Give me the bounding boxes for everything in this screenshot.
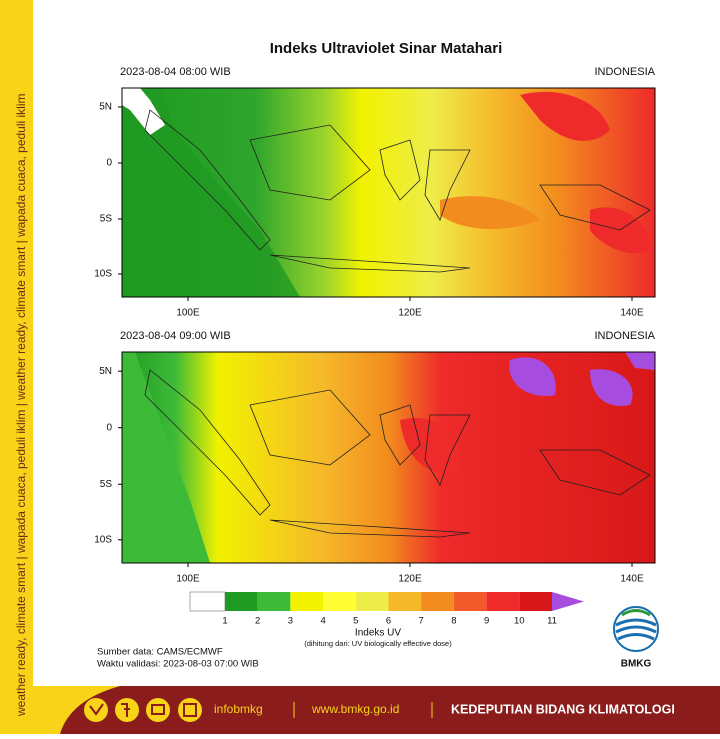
- map-field: [122, 352, 655, 563]
- sidebar-text: weather ready, climate smart | wapada cu…: [14, 93, 28, 717]
- website[interactable]: www.bmkg.go.id: [311, 702, 399, 716]
- colorbar-segment: [388, 592, 422, 611]
- colorbar-segment: [486, 592, 520, 611]
- map-time: 2023-08-04 08:00 WIB: [120, 66, 231, 78]
- colorbar-segment: [421, 592, 454, 611]
- logo-leaf: [621, 609, 651, 617]
- source: Sumber data: CAMS/ECMWF: [97, 647, 223, 658]
- colorbar-tick-label: 10: [514, 616, 525, 627]
- coastline: [144, 369, 651, 538]
- logo-text: BMKG: [621, 659, 652, 670]
- title: Indeks Ultraviolet Sinar Matahari: [270, 40, 503, 57]
- map-region: INDONESIA: [594, 66, 655, 78]
- twitter-icon[interactable]: [84, 698, 108, 722]
- lon-tick-label: 140E: [620, 308, 644, 319]
- lat-tick-label: 10S: [94, 269, 112, 280]
- field-blob: [440, 196, 540, 230]
- colorbar-segment: [189, 591, 226, 612]
- lat-tick-label: 5S: [100, 214, 113, 225]
- colorbar-segment: [453, 592, 487, 611]
- logo-emblem: [613, 606, 659, 652]
- logo-waves: [615, 618, 657, 641]
- colorbar-segment: [323, 592, 356, 611]
- colorbar-tick-label: 4: [320, 616, 325, 627]
- colorbar: 1 2 3 4 5 6 7 8 9 10 11: [189, 591, 584, 627]
- lat-tick-label: 5N: [99, 102, 112, 113]
- colorbar-tick-label: 5: [353, 616, 358, 627]
- coastline: [144, 109, 651, 273]
- department: KEDEPUTIAN BIDANG KLIMATOLOGI: [451, 702, 675, 716]
- map-time: 2023-08-04 09:00 WIB: [120, 330, 231, 342]
- lat-tick-label: 0: [106, 158, 112, 169]
- colorbar-segment: [225, 592, 258, 611]
- lon-tick-label: 120E: [398, 574, 422, 585]
- icon-glyphs: [89, 703, 197, 717]
- colorbar-segment: [355, 592, 389, 611]
- field-blob: [520, 91, 610, 141]
- lon-tick-label: 140E: [620, 574, 644, 585]
- colorbar-note: (dihitung dari: UV biologically effectiv…: [304, 639, 452, 648]
- colorbar-tick-label: 11: [547, 616, 557, 627]
- colorbar-arrow: [552, 592, 584, 611]
- lon-tick-label: 100E: [176, 574, 200, 585]
- colorbar-tick-label: 8: [451, 616, 456, 627]
- colorbar-segment: [290, 592, 324, 611]
- colorbar-tick-label: 7: [419, 616, 424, 627]
- map-panel: [121, 351, 656, 564]
- sidebar: [0, 0, 33, 734]
- lon-tick-label: 120E: [398, 308, 422, 319]
- footer-accent: [33, 686, 120, 734]
- colorbar-segment: [519, 592, 552, 611]
- colorbar-tick-label: 2: [255, 616, 260, 627]
- youtube-icon[interactable]: [146, 698, 170, 722]
- lat-tick-label: 5S: [100, 479, 113, 490]
- colorbar-tick-label: 1: [222, 616, 227, 627]
- colorbar-label: Indeks UV: [355, 628, 401, 639]
- social-handle[interactable]: infobmkg: [214, 702, 263, 716]
- lat-tick-label: 10S: [94, 534, 112, 545]
- instagram-icon[interactable]: [178, 698, 202, 722]
- colorbar-tick-label: 3: [288, 616, 293, 627]
- lat-tick-label: 0: [106, 422, 112, 433]
- map-panel: [121, 87, 656, 298]
- colorbar-tick-label: 9: [484, 616, 489, 627]
- field-blob: [509, 352, 655, 406]
- map-frame: [121, 351, 656, 564]
- colorbar-tick-label: 6: [386, 616, 391, 627]
- field-blob: [400, 418, 462, 473]
- map-region: INDONESIA: [594, 330, 655, 342]
- map-frame: [121, 87, 656, 298]
- lon-tick-label: 100E: [176, 308, 200, 319]
- field-blob: [122, 352, 210, 563]
- field-blob: [122, 88, 165, 135]
- logo: BMKG: [613, 606, 659, 670]
- colorbar-segment: [257, 592, 291, 611]
- validity: Waktu validasi: 2023-08-03 07:00 WIB: [97, 659, 259, 670]
- footer: infobmkg www.bmkg.go.id KEDEPUTIAN BIDAN…: [33, 686, 720, 734]
- lat-tick-label: 5N: [99, 366, 112, 377]
